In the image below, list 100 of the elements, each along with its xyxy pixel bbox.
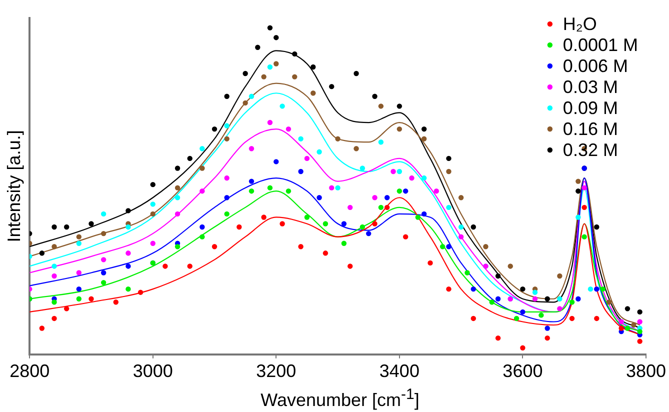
point [557, 296, 562, 302]
point [298, 244, 304, 250]
point [224, 211, 230, 217]
point [470, 316, 476, 322]
point [637, 309, 642, 315]
point [594, 316, 600, 322]
point [520, 309, 526, 315]
point [489, 300, 494, 305]
point [100, 230, 106, 236]
point [200, 146, 205, 152]
point [280, 221, 285, 226]
point [372, 195, 378, 200]
point [200, 166, 205, 171]
point [113, 300, 118, 305]
point [200, 188, 205, 194]
point [378, 204, 384, 210]
legend-label: 0.32 M [562, 140, 618, 160]
point [88, 296, 94, 302]
point [52, 224, 57, 230]
point [255, 44, 260, 50]
point [624, 306, 630, 312]
point [322, 221, 328, 226]
legend-label: 0.0001 M [562, 34, 638, 55]
point [470, 224, 476, 230]
point [187, 156, 192, 162]
point [304, 214, 310, 220]
point [582, 185, 587, 190]
point [286, 126, 292, 132]
point [341, 221, 347, 226]
point [310, 90, 316, 96]
point [631, 322, 636, 328]
x-tick-label: 3800 [626, 361, 666, 382]
point [495, 335, 501, 341]
point [532, 296, 538, 302]
point [446, 168, 452, 174]
point [532, 290, 538, 295]
point [100, 257, 106, 262]
point [64, 224, 70, 230]
point [576, 188, 581, 194]
point [52, 300, 57, 305]
point [292, 51, 298, 57]
point [446, 204, 452, 210]
point [495, 273, 501, 279]
point [187, 264, 192, 269]
point [224, 94, 230, 99]
point [52, 273, 57, 279]
point [100, 280, 106, 286]
point [100, 211, 106, 217]
point [421, 175, 427, 181]
point [52, 264, 57, 269]
point [384, 204, 390, 210]
point [544, 335, 550, 341]
point [637, 319, 642, 324]
point [409, 175, 414, 181]
point [224, 136, 230, 142]
point [637, 328, 642, 334]
point [396, 168, 402, 174]
point [267, 185, 273, 190]
point [360, 166, 366, 171]
point [335, 185, 340, 190]
point [274, 159, 279, 164]
point [514, 316, 520, 322]
point [421, 136, 427, 142]
point [292, 74, 298, 80]
point [52, 244, 57, 250]
point [150, 182, 156, 188]
legend-label: H₂O [562, 14, 597, 34]
point [576, 296, 581, 302]
point [508, 264, 513, 269]
point [76, 234, 82, 240]
legend-label: 0.006 M [562, 56, 628, 76]
point [618, 326, 624, 331]
point [458, 195, 464, 200]
point [329, 185, 334, 190]
point [458, 224, 464, 230]
point [637, 338, 642, 344]
point [396, 188, 402, 194]
point [76, 296, 82, 302]
point [236, 224, 242, 230]
point [200, 224, 205, 230]
point [569, 300, 575, 305]
point [378, 104, 384, 109]
legend-label: 0.09 M [562, 98, 618, 118]
point [446, 286, 452, 292]
point [446, 156, 452, 162]
point [224, 175, 230, 181]
point [39, 326, 45, 331]
point [576, 214, 581, 220]
point [88, 221, 94, 226]
legend-label: 0.16 M [562, 118, 618, 139]
point [174, 195, 180, 200]
point [544, 296, 550, 302]
point [248, 94, 254, 99]
point [378, 140, 384, 145]
point [126, 224, 131, 230]
point [520, 345, 526, 350]
point [495, 296, 501, 302]
point [458, 234, 464, 240]
point [162, 264, 168, 269]
x-tick-label: 3400 [379, 361, 420, 382]
